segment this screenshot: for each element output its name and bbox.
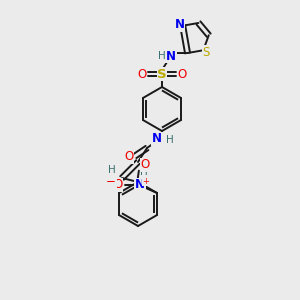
Text: S: S (202, 46, 210, 59)
Text: H: H (140, 167, 148, 177)
Text: O: O (177, 68, 187, 80)
Text: N: N (152, 133, 162, 146)
Text: N: N (135, 178, 145, 191)
Text: S: S (157, 68, 167, 80)
Text: O: O (140, 158, 150, 172)
Text: O: O (113, 178, 123, 191)
Text: H: H (166, 135, 174, 145)
Text: O: O (137, 68, 147, 80)
Text: H: H (108, 165, 116, 175)
Text: +: + (142, 176, 149, 185)
Text: H: H (158, 51, 166, 61)
Text: −: − (106, 175, 116, 188)
Text: N: N (175, 18, 185, 31)
Text: O: O (124, 151, 134, 164)
Text: N: N (166, 50, 176, 62)
